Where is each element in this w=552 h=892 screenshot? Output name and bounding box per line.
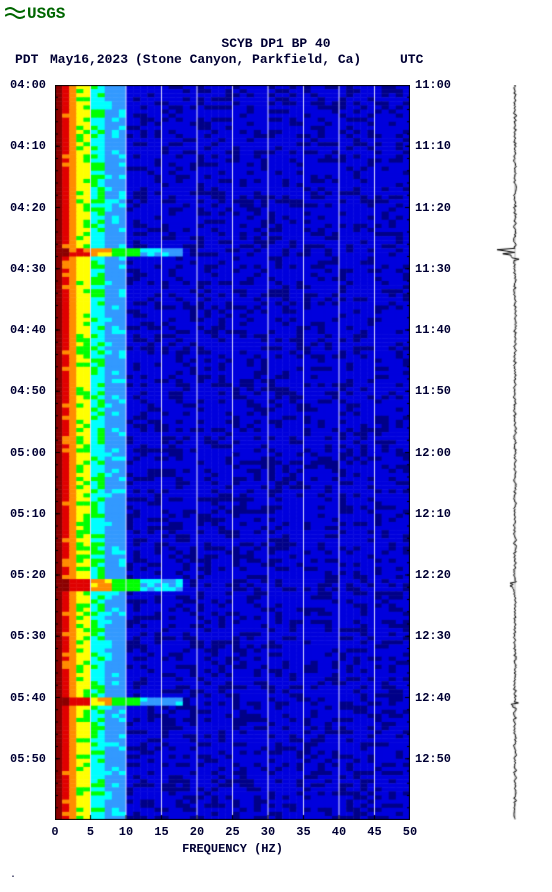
- x-tick: 40: [332, 825, 346, 839]
- wave-icon: [5, 6, 25, 22]
- x-tick: 45: [367, 825, 381, 839]
- y-right-tick: 11:40: [415, 323, 451, 337]
- y-left-tick: 04:30: [10, 262, 46, 276]
- seismogram-plot: [490, 85, 540, 820]
- y-right-tick: 12:10: [415, 507, 451, 521]
- y-left-tick: 05:20: [10, 568, 46, 582]
- x-tick: 5: [87, 825, 94, 839]
- x-tick: 50: [403, 825, 417, 839]
- x-tick: 15: [154, 825, 168, 839]
- y-left-tick: 04:10: [10, 139, 46, 153]
- x-tick: 10: [119, 825, 133, 839]
- x-axis-title: FREQUENCY (HZ): [55, 842, 410, 856]
- y-left-tick: 05:30: [10, 629, 46, 643]
- y-right-tick: 12:40: [415, 691, 451, 705]
- y-right-tick: 11:00: [415, 78, 451, 92]
- logo-text: USGS: [27, 5, 65, 23]
- y-left-tick: 05:00: [10, 446, 46, 460]
- spectrogram-plot: [55, 85, 410, 820]
- y-axis-right: 11:0011:1011:2011:3011:4011:5012:0012:10…: [415, 85, 455, 820]
- y-left-tick: 05:50: [10, 752, 46, 766]
- y-right-tick: 12:20: [415, 568, 451, 582]
- tz-right-label: UTC: [400, 52, 423, 67]
- y-axis-left: 04:0004:1004:2004:3004:4004:5005:0005:10…: [10, 85, 52, 820]
- y-left-tick: 04:20: [10, 201, 46, 215]
- y-right-tick: 11:30: [415, 262, 451, 276]
- y-right-tick: 11:10: [415, 139, 451, 153]
- y-right-tick: 12:30: [415, 629, 451, 643]
- x-tick: 35: [296, 825, 310, 839]
- y-right-tick: 12:50: [415, 752, 451, 766]
- y-left-tick: 05:40: [10, 691, 46, 705]
- y-right-tick: 11:50: [415, 384, 451, 398]
- y-left-tick: 04:00: [10, 78, 46, 92]
- date-label: May16,2023: [50, 52, 128, 67]
- y-right-tick: 12:00: [415, 446, 451, 460]
- x-tick: 0: [51, 825, 58, 839]
- y-right-tick: 11:20: [415, 201, 451, 215]
- y-left-tick: 04:40: [10, 323, 46, 337]
- y-left-tick: 05:10: [10, 507, 46, 521]
- location-label: (Stone Canyon, Parkfield, Ca): [135, 52, 361, 67]
- x-tick: 25: [225, 825, 239, 839]
- tz-left-label: PDT: [15, 52, 38, 67]
- y-left-tick: 04:50: [10, 384, 46, 398]
- footnote: .: [10, 870, 16, 881]
- x-tick: 30: [261, 825, 275, 839]
- usgs-logo: USGS: [5, 5, 65, 23]
- chart-title: SCYB DP1 BP 40: [0, 36, 552, 51]
- x-tick: 20: [190, 825, 204, 839]
